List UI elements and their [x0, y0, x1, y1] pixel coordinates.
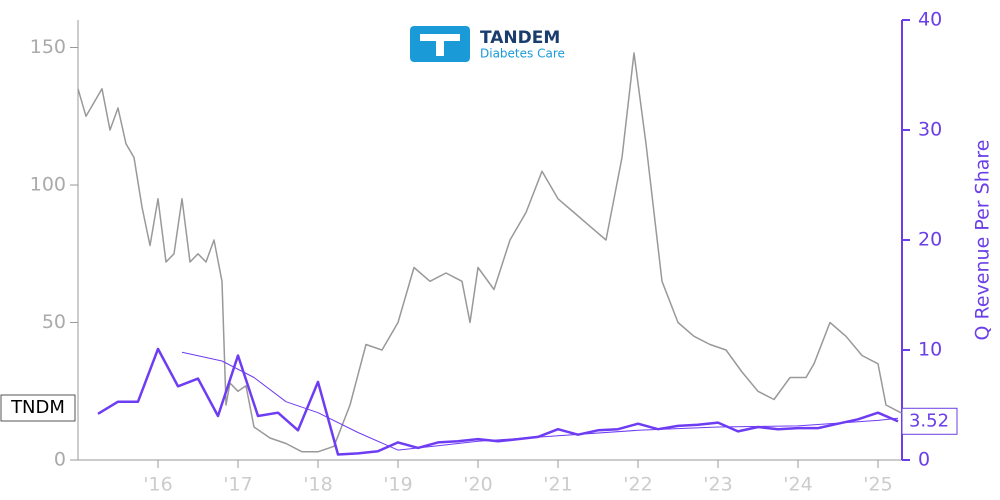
y2-tick-label: 10 [918, 339, 942, 361]
end-value-label: 3.52 [909, 410, 949, 431]
y2-axis-label: Q Revenue Per Share [972, 140, 994, 341]
x-tick-label: '18 [303, 474, 332, 496]
series-line [97, 347, 899, 456]
x-tick-label: '24 [783, 474, 812, 496]
x-tick-label: '25 [863, 474, 892, 496]
series-label: TNDM [10, 397, 65, 418]
y2-tick-label: 20 [918, 229, 942, 251]
logo-tagline: Diabetes Care [480, 47, 565, 61]
x-tick-label: '19 [383, 474, 412, 496]
end-value-box [901, 407, 958, 435]
series-label-box [0, 394, 76, 422]
y-tick-label: 100 [30, 174, 66, 196]
x-tick-label: '17 [223, 474, 252, 496]
y2-tick-label: 40 [918, 9, 942, 31]
x-tick-label: '20 [463, 474, 492, 496]
logo-name: TANDEM [480, 28, 560, 48]
logo: TANDEM Diabetes Care [410, 26, 565, 62]
logo-glyph [420, 34, 460, 56]
series-line [77, 52, 903, 453]
x-tick-label: '23 [703, 474, 732, 496]
y-tick-label: 50 [42, 311, 66, 333]
y-tick-label: 150 [30, 36, 66, 58]
y2-tick-label: 30 [918, 119, 942, 141]
y2-tick-label: 0 [918, 449, 930, 471]
x-tick-label: '21 [543, 474, 572, 496]
y-tick-label: 0 [54, 449, 66, 471]
x-tick-label: '16 [143, 474, 172, 496]
series-line [181, 351, 899, 451]
x-tick-label: '22 [623, 474, 652, 496]
